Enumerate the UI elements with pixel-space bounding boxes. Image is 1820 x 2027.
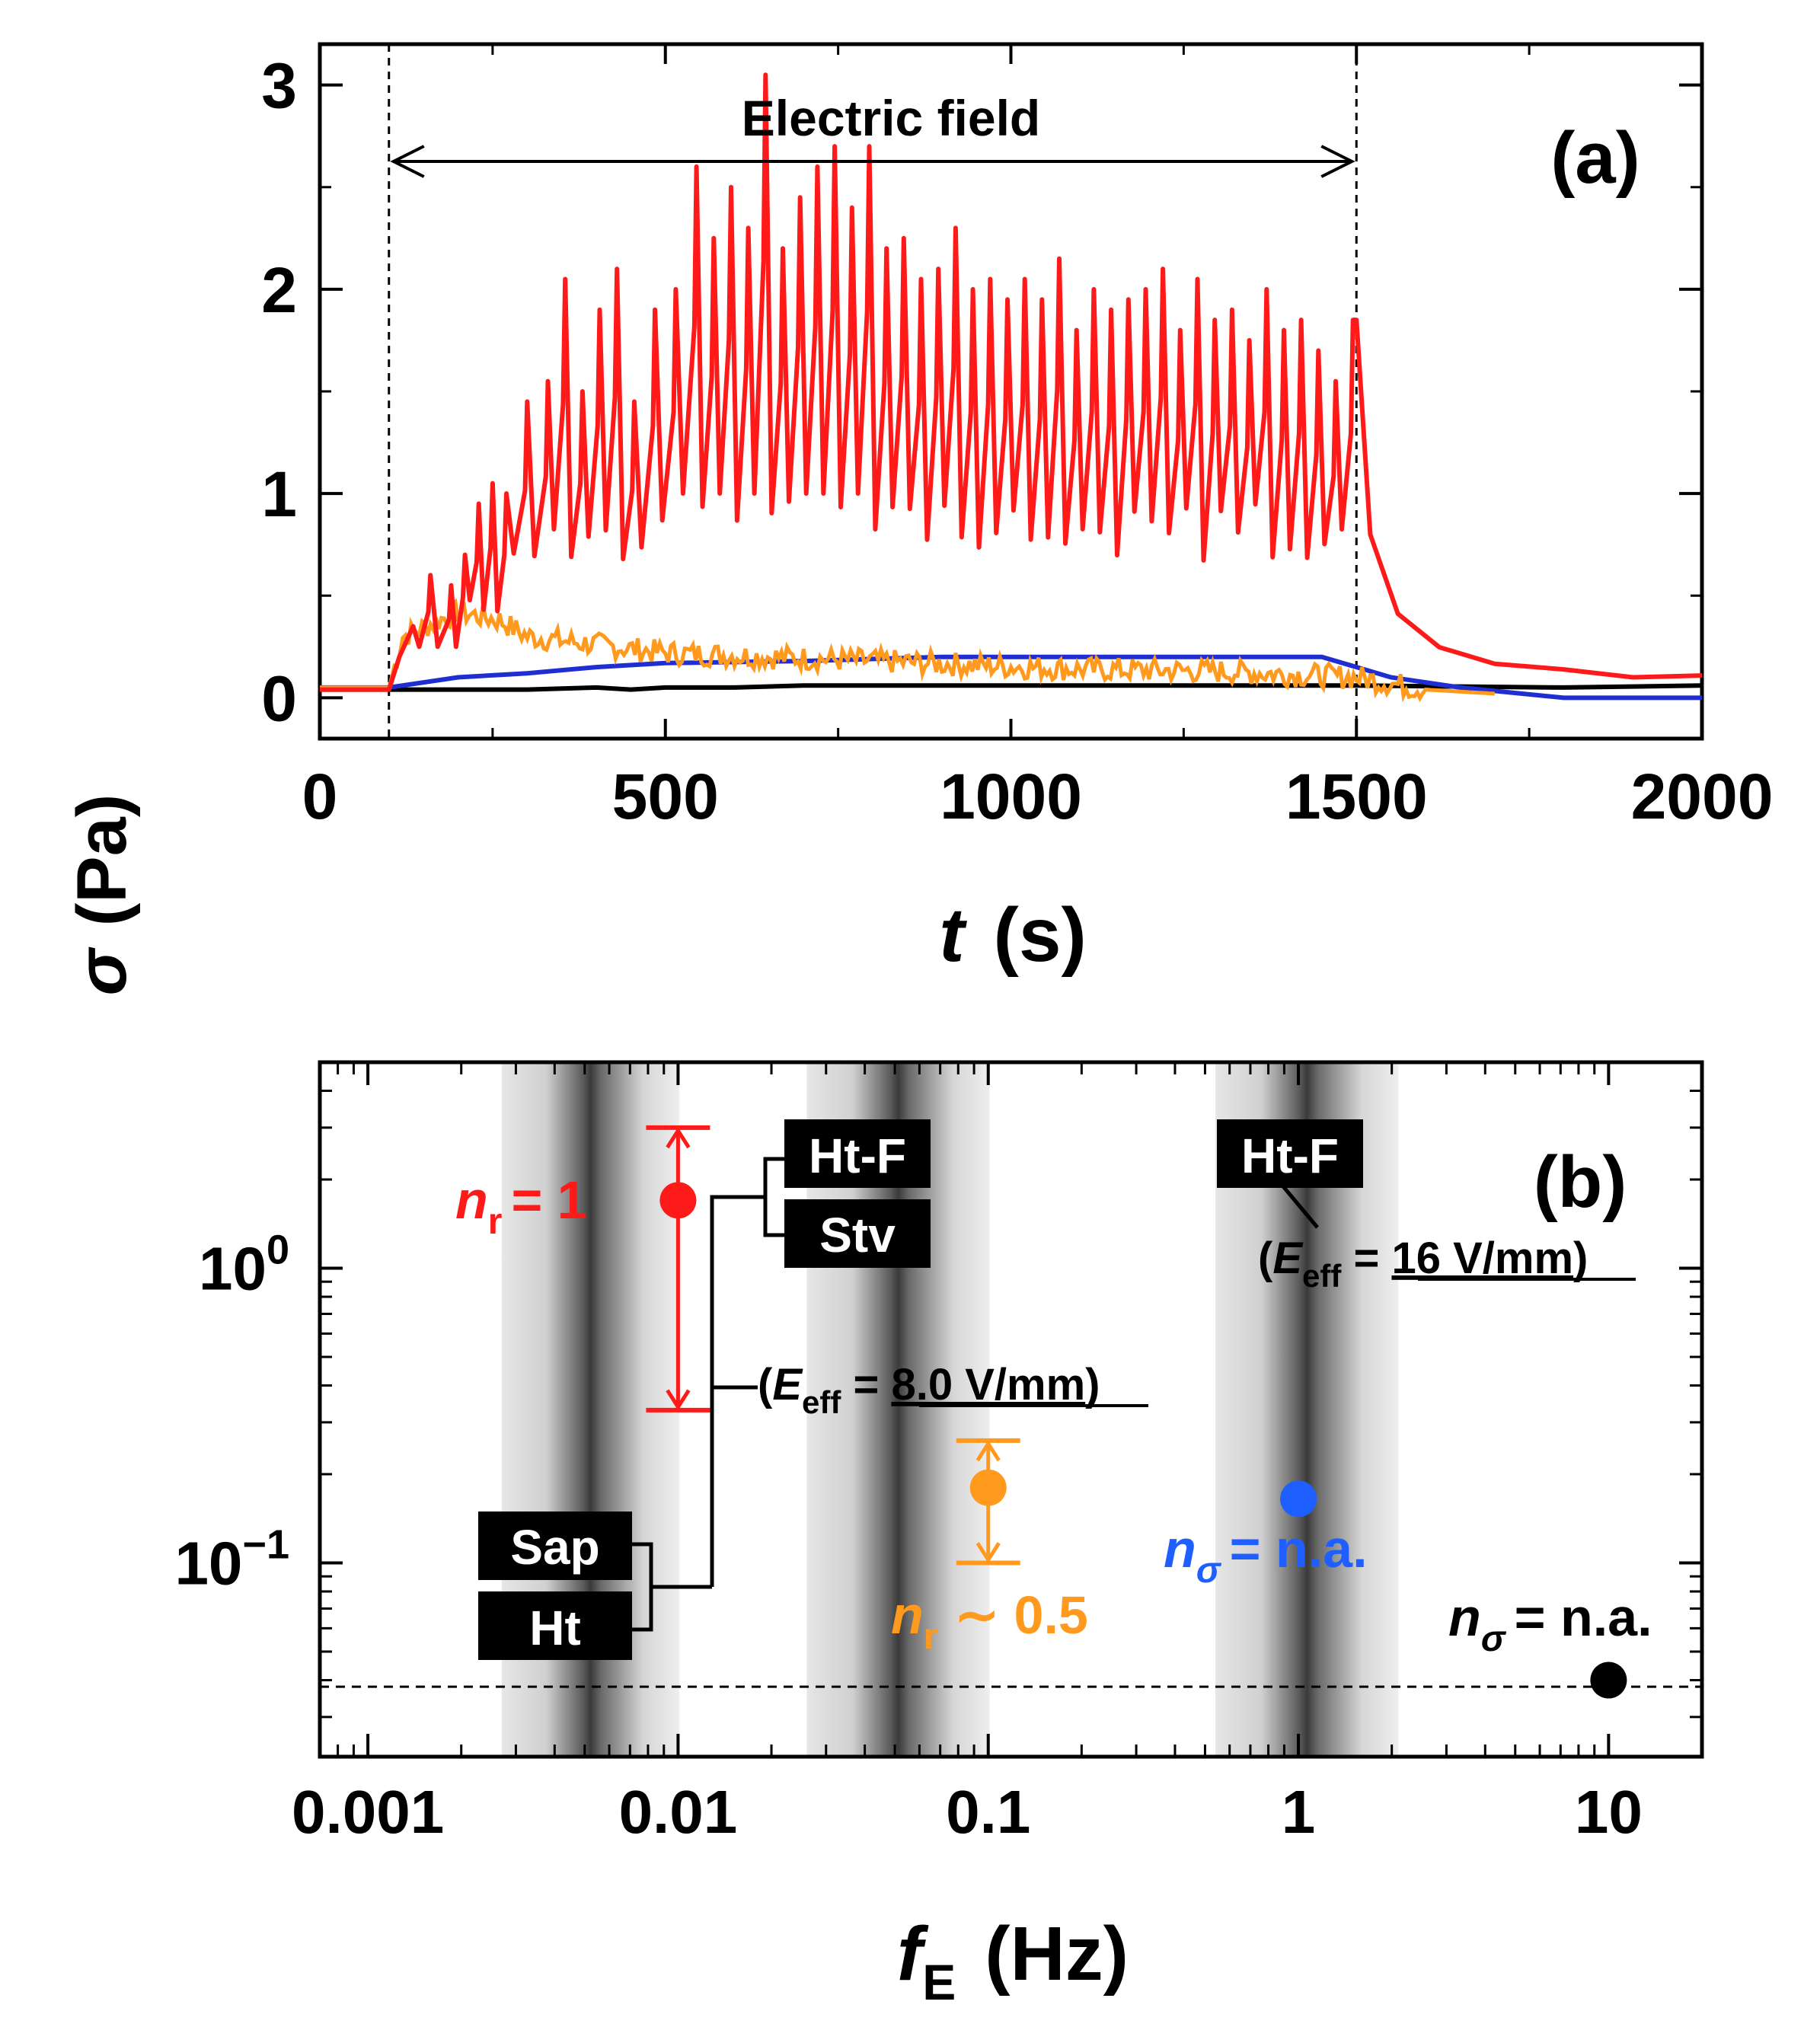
y-tick-exp: 0 bbox=[267, 1227, 289, 1273]
x-tick-label: 500 bbox=[612, 761, 719, 832]
error-arrow-up bbox=[666, 1127, 691, 1149]
x-axis-sub-e: E bbox=[922, 1954, 956, 2010]
bracket-sap-ht bbox=[632, 1542, 712, 1632]
label-orange-n: nr ∼ 0.5 bbox=[891, 1585, 1088, 1657]
x-tick-label: 2000 bbox=[1631, 761, 1774, 832]
y-axis-symbol: σ bbox=[63, 946, 141, 995]
field-arrow bbox=[390, 145, 1355, 178]
y-tick-exp: −1 bbox=[242, 1522, 289, 1568]
svg-text:Ht: Ht bbox=[529, 1601, 581, 1655]
bracket-lines bbox=[632, 1157, 1319, 1632]
panel-a-ticks: 0 500 1000 1500 2000 0 1 2 3 bbox=[261, 44, 1773, 832]
panel-a-series bbox=[320, 72, 1703, 703]
bracket-htf-stv bbox=[763, 1157, 784, 1237]
x-axis-unit-s: (s) bbox=[994, 892, 1087, 978]
panel-b-tag: (b) bbox=[1534, 1141, 1627, 1223]
label-box-ht: Ht bbox=[478, 1591, 632, 1660]
y-tick-label: 0 bbox=[261, 662, 297, 734]
error-arrow-down bbox=[666, 1389, 691, 1411]
x-tick-label: 0.001 bbox=[292, 1778, 444, 1846]
svg-text:Sap: Sap bbox=[510, 1520, 599, 1575]
eff-label-mid: (Eeff = 8.0 V/mm) bbox=[758, 1360, 1100, 1420]
y-axis-unit: (Pa) bbox=[63, 794, 141, 927]
error-arrow-up bbox=[975, 1440, 1001, 1462]
label-red-n: nr = 1 bbox=[455, 1170, 587, 1242]
series-red bbox=[320, 72, 1703, 692]
y-axis-label: σ (Pa) bbox=[63, 794, 141, 996]
panel-a-tag: (a) bbox=[1550, 117, 1640, 199]
label-box-htf1: Ht-F bbox=[784, 1119, 931, 1188]
panel-b-frame bbox=[318, 1060, 1704, 1759]
series-orange bbox=[320, 598, 1495, 703]
y-tick-base: 10 bbox=[174, 1530, 242, 1598]
y-tick-label: 1 bbox=[261, 458, 297, 530]
data-point bbox=[1280, 1480, 1317, 1518]
eff-label-right: (Eeff = 16 V/mm) bbox=[1258, 1234, 1588, 1294]
label-black-n: nσ = n.a. bbox=[1448, 1588, 1652, 1659]
data-point bbox=[969, 1469, 1007, 1506]
arrow-head-right bbox=[1320, 145, 1355, 178]
field-label: Electric field bbox=[742, 90, 1041, 146]
panel-a-x-axis-label: t (s) bbox=[939, 892, 1087, 978]
arrow-head-left bbox=[390, 145, 425, 178]
x-tick-label: 10 bbox=[1575, 1778, 1643, 1846]
bracket-trunk bbox=[710, 1195, 765, 1587]
x-tick-label: 1000 bbox=[940, 761, 1082, 832]
x-tick-label: 0 bbox=[302, 761, 338, 832]
x-axis-symbol-t: t bbox=[939, 892, 967, 978]
svg-text:Stv: Stv bbox=[819, 1208, 896, 1262]
x-tick-label: 0.01 bbox=[619, 1778, 738, 1846]
panel-b-x-axis-label: fE (Hz) bbox=[897, 1911, 1129, 2010]
label-blue-n: nσ = n.a. bbox=[1164, 1519, 1368, 1591]
data-point bbox=[1590, 1662, 1627, 1699]
data-point bbox=[659, 1182, 697, 1219]
x-tick-label: 1500 bbox=[1285, 761, 1428, 832]
panel-b-points bbox=[646, 1125, 1627, 1699]
panel-a-field-lines bbox=[388, 44, 1358, 739]
x-tick-label: 0.1 bbox=[946, 1778, 1030, 1846]
y-tick-label: 100 bbox=[199, 1227, 289, 1303]
label-box-stv: Stv bbox=[784, 1199, 931, 1268]
y-tick-label: 10−1 bbox=[174, 1522, 289, 1598]
bracket-htf2 bbox=[1282, 1185, 1319, 1229]
label-box-htf2: Ht-F bbox=[1217, 1119, 1363, 1188]
label-box-sap: Sap bbox=[478, 1511, 632, 1580]
y-tick-label: 2 bbox=[261, 254, 297, 326]
series-blue bbox=[320, 654, 1702, 701]
y-tick-base: 10 bbox=[199, 1235, 267, 1303]
error-arrow-down bbox=[975, 1542, 1001, 1564]
y-tick-label: 3 bbox=[261, 50, 297, 122]
svg-text:Ht-F: Ht-F bbox=[1241, 1128, 1339, 1183]
x-axis-unit-hz: (Hz) bbox=[985, 1911, 1129, 1997]
x-tick-label: 1 bbox=[1282, 1778, 1316, 1846]
svg-text:Ht-F: Ht-F bbox=[809, 1128, 906, 1183]
